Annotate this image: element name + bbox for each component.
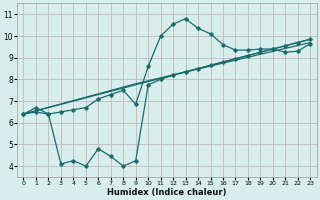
X-axis label: Humidex (Indice chaleur): Humidex (Indice chaleur) bbox=[107, 188, 227, 197]
